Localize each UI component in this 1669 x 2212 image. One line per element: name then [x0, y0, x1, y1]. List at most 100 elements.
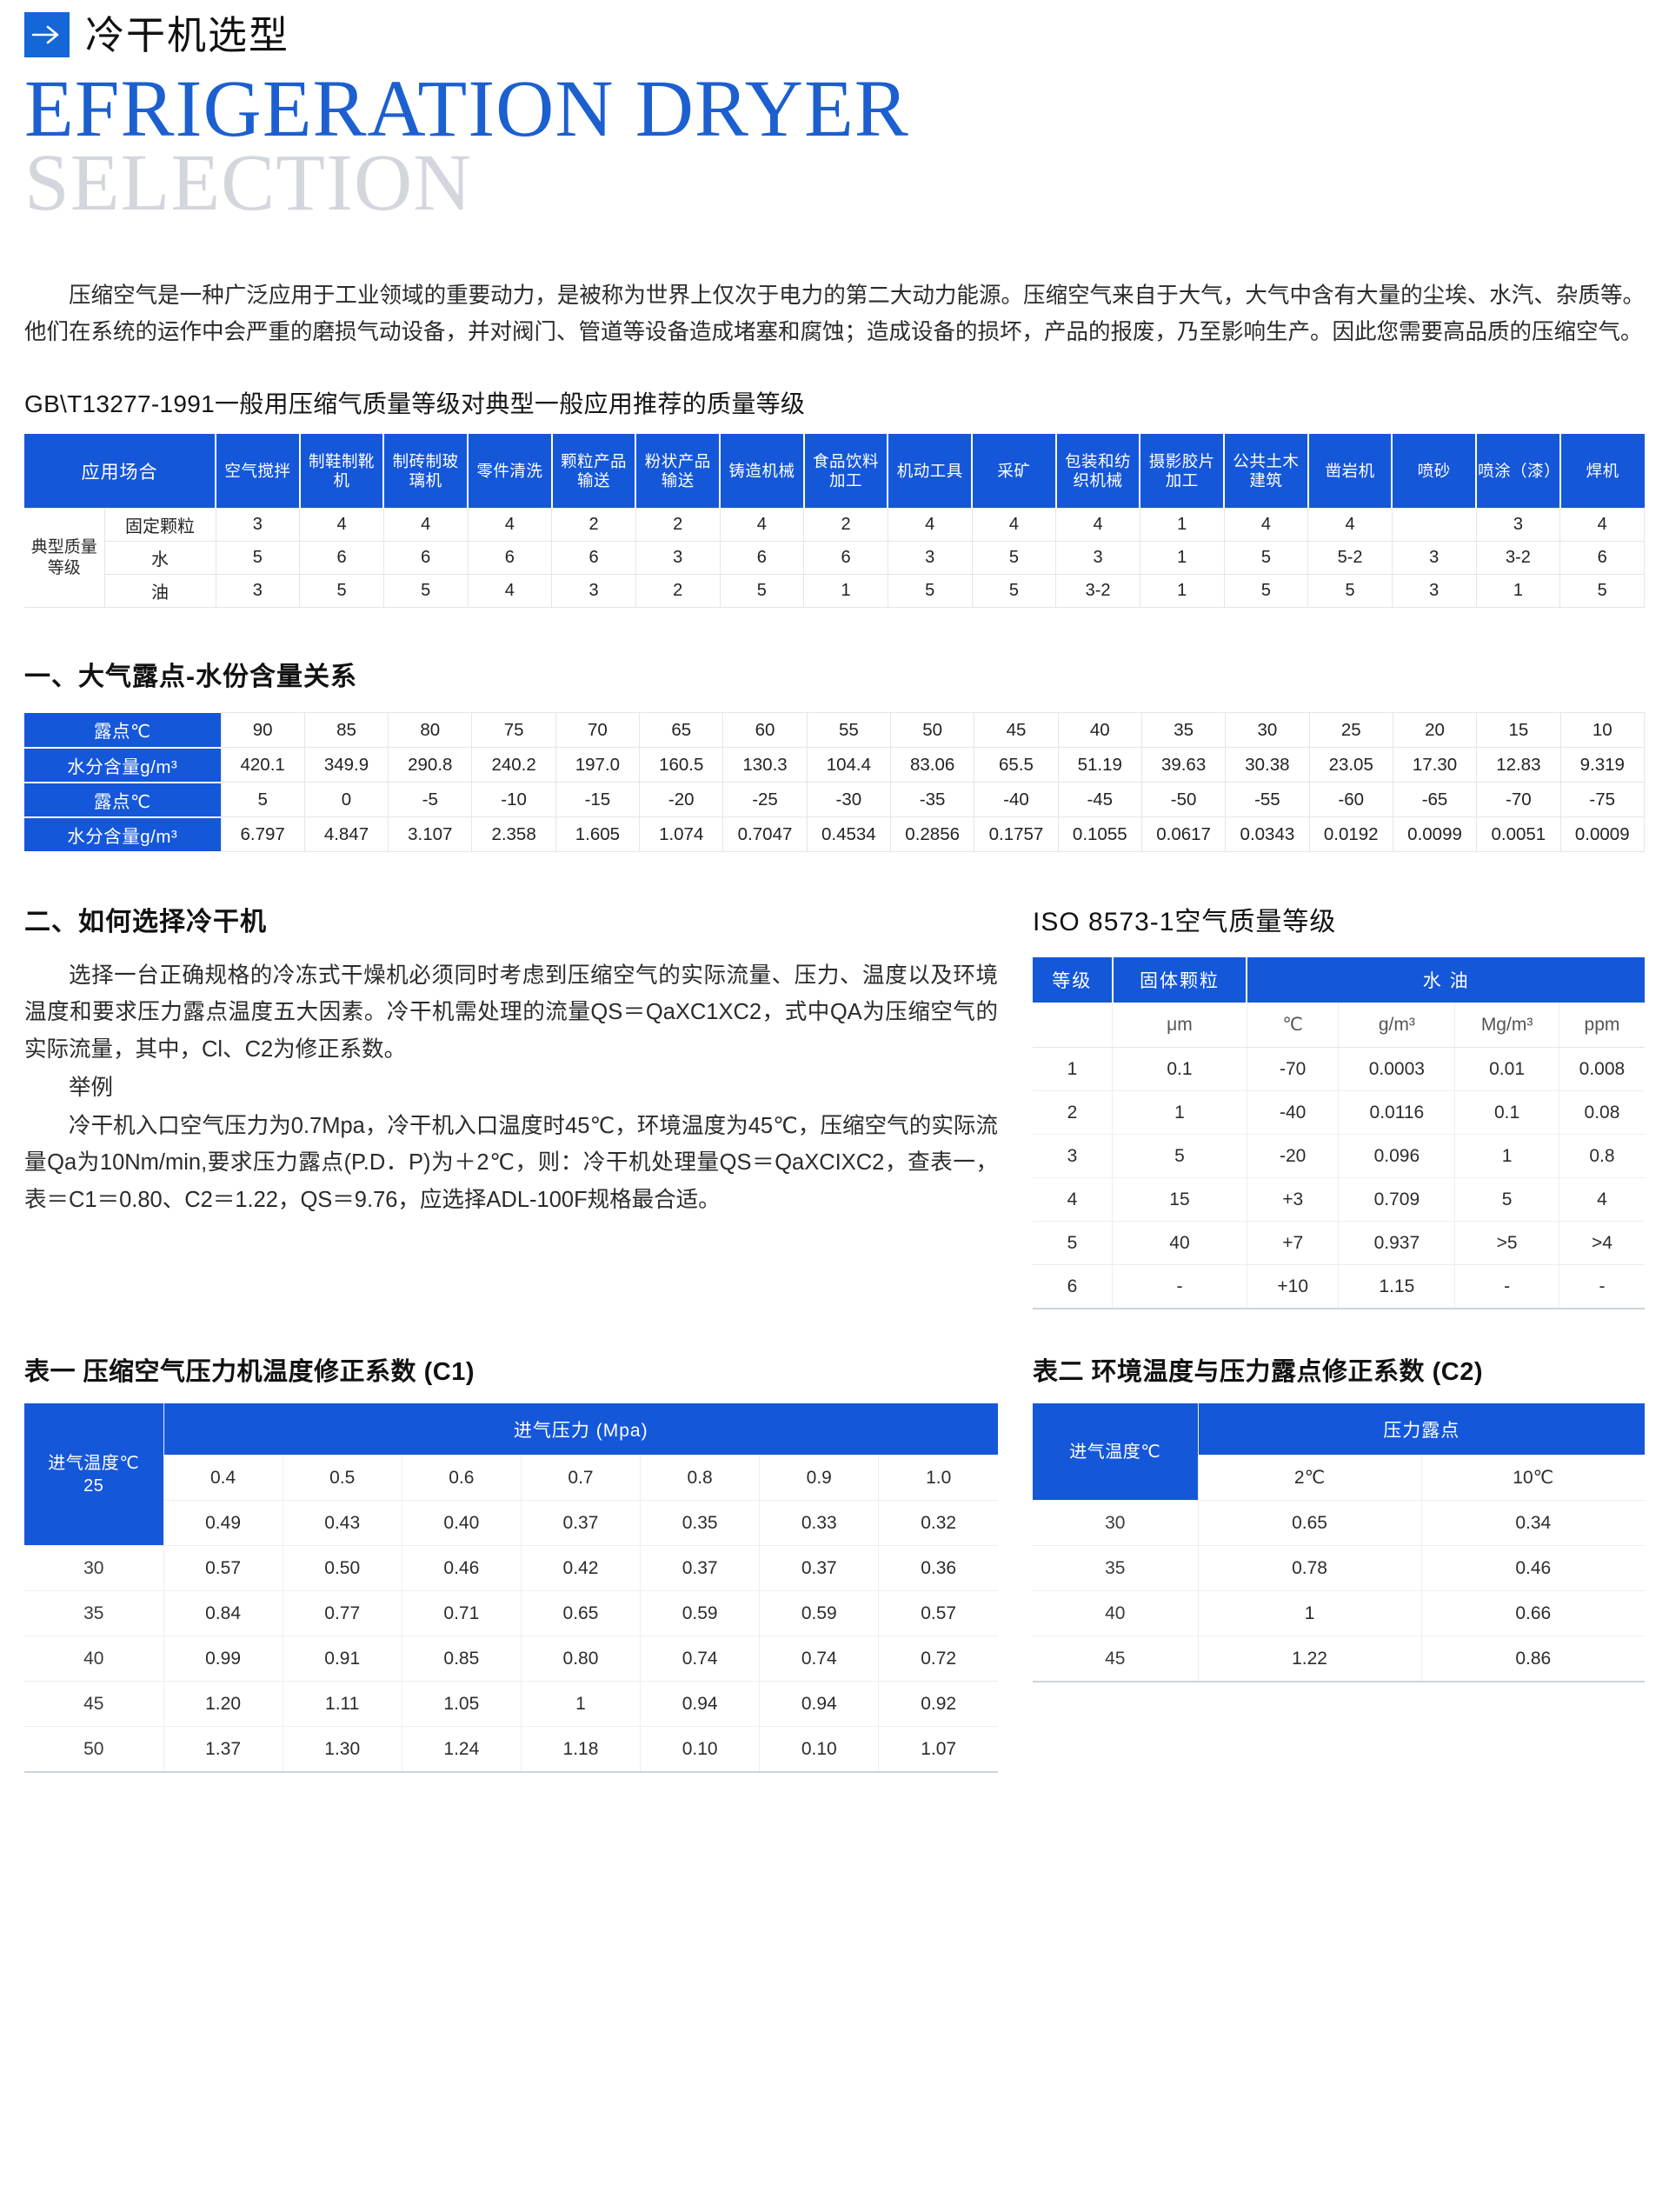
- table-cell: -: [1112, 1264, 1247, 1309]
- c1-temp-cell: 30: [24, 1545, 164, 1592]
- row-header-cell: 水分含量g/m³: [24, 747, 221, 783]
- table-cell: 2.358: [471, 816, 556, 853]
- header-en-subtitle: SELECTION: [24, 138, 473, 229]
- table-cell: -40: [1247, 1090, 1340, 1136]
- table-header-row: 应用场合 空气搅拌 制鞋制靴机 制砖制玻璃机 零件清洗 颗粒产品输送 粉状产品输…: [24, 433, 1645, 509]
- table-cell: 39.63: [1140, 747, 1227, 783]
- application-quality-table: 应用场合 空气搅拌 制鞋制靴机 制砖制玻璃机 零件清洗 颗粒产品输送 粉状产品输…: [24, 433, 1645, 609]
- table-cell: 0.37: [759, 1545, 880, 1592]
- table-cell: 0.008: [1559, 1047, 1645, 1092]
- table-cell: 25: [1308, 712, 1393, 749]
- table-cell: 3.107: [388, 816, 473, 853]
- row-name-cell: 固定颗粒: [103, 508, 216, 543]
- table-cell: 1: [1112, 1090, 1247, 1136]
- table-cell: 5: [382, 574, 469, 609]
- table-cell: 4.847: [303, 816, 389, 853]
- table-cell: -20: [639, 782, 724, 818]
- c2-stub-header: 进气温度℃: [1033, 1402, 1199, 1502]
- table-row: 45 1.20 1.11 1.05 1 0.94 0.94 0.92: [24, 1681, 998, 1728]
- table-cell: [1391, 508, 1477, 543]
- table-cell: 6.797: [220, 816, 305, 853]
- table-cell: 10: [1559, 712, 1645, 749]
- table-cell: 12.83: [1476, 747, 1561, 783]
- c1-pressure-cell: 0.4: [163, 1455, 283, 1502]
- table-cell: 60: [722, 712, 808, 749]
- c1-pressure-cell: 1.0: [878, 1455, 998, 1502]
- table-cell: 5: [1559, 574, 1645, 609]
- table-cell: -70: [1247, 1047, 1340, 1092]
- table-cell: 4: [1033, 1177, 1114, 1223]
- col-label: 零件清洗: [476, 461, 543, 480]
- table-cell: -55: [1225, 782, 1310, 818]
- table-cell: 4: [382, 508, 469, 543]
- iso-unit-cell: ppm: [1559, 1002, 1645, 1049]
- table-cell: -70: [1476, 782, 1561, 818]
- table-cell: 0.65: [521, 1590, 642, 1637]
- c1-pressure-cell: 0.6: [402, 1455, 522, 1502]
- table-cell: 2: [551, 508, 636, 543]
- table-cell: 4: [719, 508, 805, 543]
- table-cell: 6: [467, 541, 553, 576]
- table-cell: 5: [971, 541, 1057, 576]
- table-cell: 0.34: [1421, 1500, 1645, 1547]
- row-header-cell: 露点℃: [24, 782, 221, 818]
- example-label: 举例: [69, 1075, 114, 1100]
- iso-table-heading: ISO 8573-1空气质量等级: [1033, 907, 1337, 936]
- c1-temp-cell: 50: [24, 1726, 164, 1773]
- table-cell: 104.4: [806, 747, 892, 783]
- table-cell: 1: [803, 574, 888, 609]
- col-label: 喷砂: [1417, 461, 1451, 480]
- table-cell: -45: [1057, 782, 1142, 818]
- table-cell: 1.20: [163, 1681, 283, 1728]
- table-cell: 1: [1139, 508, 1225, 543]
- table-cell: 70: [555, 712, 641, 749]
- table-cell: 0.2856: [889, 816, 975, 853]
- col-header-15: 喷涂（漆）: [1476, 433, 1561, 509]
- table-cell: 0.94: [759, 1681, 880, 1728]
- col-header-4: 颗粒产品输送: [551, 433, 637, 509]
- table-cell: 3: [1475, 508, 1561, 543]
- table-cell: 0.43: [283, 1500, 402, 1547]
- table-row: 40 0.99 0.91 0.85 0.80 0.74 0.74 0.72: [24, 1636, 998, 1682]
- col-header-10: 包装和纺织机械: [1055, 433, 1141, 509]
- table-row: 30 0.65 0.34: [1033, 1500, 1645, 1547]
- table-row: 水 5 6 6 6 6 3 6 6 3 5 3 1 5 5-2 3 3-2 6: [24, 541, 1645, 576]
- table-cell: 290.8: [388, 747, 473, 783]
- table-cell: 3: [215, 574, 301, 609]
- col-header-2: 制砖制玻璃机: [383, 433, 469, 509]
- table-cell: 6: [803, 541, 888, 576]
- table-cell: 0.32: [878, 1500, 998, 1547]
- table-cell: 3-2: [1055, 574, 1140, 609]
- col-label: 包装和纺织机械: [1065, 452, 1132, 490]
- c2-dewpoint-cell: 2℃: [1198, 1455, 1422, 1502]
- table-cell: 3: [215, 508, 301, 543]
- table-cell: 50: [889, 712, 975, 749]
- col-label: 公共土木建筑: [1233, 452, 1300, 490]
- table-cell: 1: [1198, 1590, 1422, 1637]
- iso-unit-cell: μm: [1112, 1002, 1247, 1049]
- table-cell: 0: [303, 782, 389, 818]
- table-cell: 35: [1140, 712, 1227, 749]
- table-row: 2 1 -40 0.0116 0.1 0.08: [1033, 1090, 1645, 1136]
- bottom-two-column-area: 表一 压缩空气压力机温度修正系数 (C1) 进气温度℃ 25 进气压力 (Mpa) 0…: [24, 1309, 1645, 1773]
- table-cell: 1: [1139, 541, 1225, 576]
- table-cell: 40: [1057, 712, 1142, 749]
- page-root: 冷干机选型 EFRIGERATION DRYER SELECTION 压缩空气是…: [24, 12, 1645, 1773]
- table-row: 3 5 -20 0.096 1 0.8: [1033, 1134, 1645, 1179]
- table-cell: 2: [1033, 1090, 1114, 1136]
- section-two-heading: 二、如何选择冷干机: [24, 907, 267, 936]
- table-cell: 0.0116: [1338, 1090, 1456, 1136]
- table-cell: 2: [635, 508, 721, 543]
- table-cell: 4: [467, 574, 553, 609]
- table-cell: 0.0099: [1392, 816, 1478, 853]
- table-cell: 0.65: [1198, 1500, 1422, 1547]
- table-row: 35 0.84 0.77 0.71 0.65 0.59 0.59 0.57: [24, 1590, 998, 1637]
- table-cell: 0.0343: [1225, 816, 1310, 853]
- c1-pressure-cell: 0.9: [759, 1455, 880, 1502]
- application-scene-header: 应用场合: [24, 433, 216, 509]
- c1-stub-label: 进气温度℃: [48, 1453, 140, 1473]
- table-row: 0.49 0.43 0.40 0.37 0.35 0.33 0.32: [24, 1500, 998, 1547]
- table-cell: 0.57: [878, 1590, 998, 1637]
- c2-group-header-row: 进气温度℃ 压力露点: [1033, 1402, 1645, 1502]
- col-header-0: 空气搅拌: [216, 433, 301, 509]
